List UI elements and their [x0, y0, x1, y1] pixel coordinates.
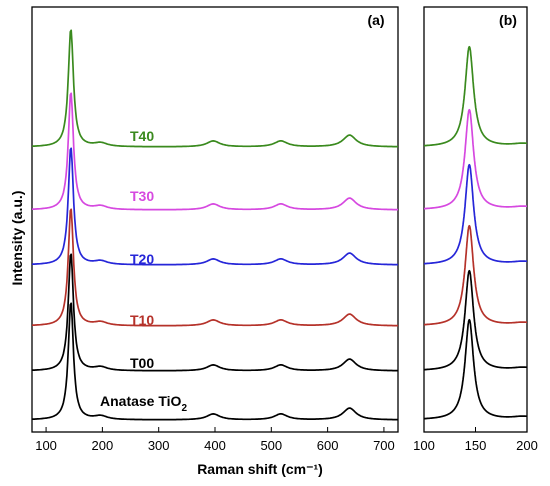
panel-b-trace-t00	[424, 269, 527, 371]
panel-a-trace-anatase-tio	[32, 302, 398, 421]
panel-b-x-tick-label: 100	[413, 438, 435, 453]
series-label-anatase-main: Anatase TiO	[100, 393, 182, 409]
panel-a-trace-t30	[32, 92, 398, 211]
panel-b-trace-t10	[424, 224, 527, 326]
panel-a-x-tick-label: 300	[148, 438, 170, 453]
panel-b-trace-anatase-tio	[424, 318, 527, 420]
panel-b: 100 150 200	[413, 6, 538, 453]
panel-b-x-tick-label: 200	[516, 438, 538, 453]
panel-b-trace-t20	[424, 163, 527, 265]
panel-a-x-tick-label: 400	[204, 438, 226, 453]
panel-b-trace-t30	[424, 108, 527, 210]
panel-b-trace-t40	[424, 45, 527, 147]
panel-a-label: (a)	[367, 12, 384, 28]
series-label-t40: T40	[130, 128, 154, 144]
panel-b-x-tick-label: 150	[465, 438, 487, 453]
panel-b-label: (b)	[499, 12, 517, 28]
panel-a-trace-t20	[32, 147, 398, 266]
panel-a-x-tick-label: 500	[260, 438, 282, 453]
series-label-anatase-subscript: 2	[181, 403, 187, 414]
panel-a-x-tick-label: 600	[317, 438, 339, 453]
x-axis-title: Raman shift (cm⁻¹)	[197, 461, 323, 477]
panel-a: 100 200 300 400 500 600 700	[31, 6, 399, 453]
series-label-t10: T10	[130, 312, 154, 328]
panel-b-traces	[424, 45, 527, 420]
panel-a-trace-t10	[32, 208, 398, 327]
panel-a-x-tick-label: 200	[92, 438, 114, 453]
series-label-t30: T30	[130, 188, 154, 204]
panel-a-x-tick-label: 100	[35, 438, 57, 453]
series-label-t20: T20	[130, 251, 154, 267]
panel-a-trace-t00	[32, 253, 398, 372]
series-label-t00: T00	[130, 355, 154, 371]
panel-a-traces	[32, 29, 398, 421]
y-axis-title: Intensity (a.u.)	[9, 191, 25, 286]
panel-a-trace-t40	[32, 29, 398, 148]
series-label-anatase: Anatase TiO2	[100, 393, 187, 414]
panel-a-frame	[31, 6, 399, 433]
panel-a-x-tick-label: 700	[373, 438, 395, 453]
